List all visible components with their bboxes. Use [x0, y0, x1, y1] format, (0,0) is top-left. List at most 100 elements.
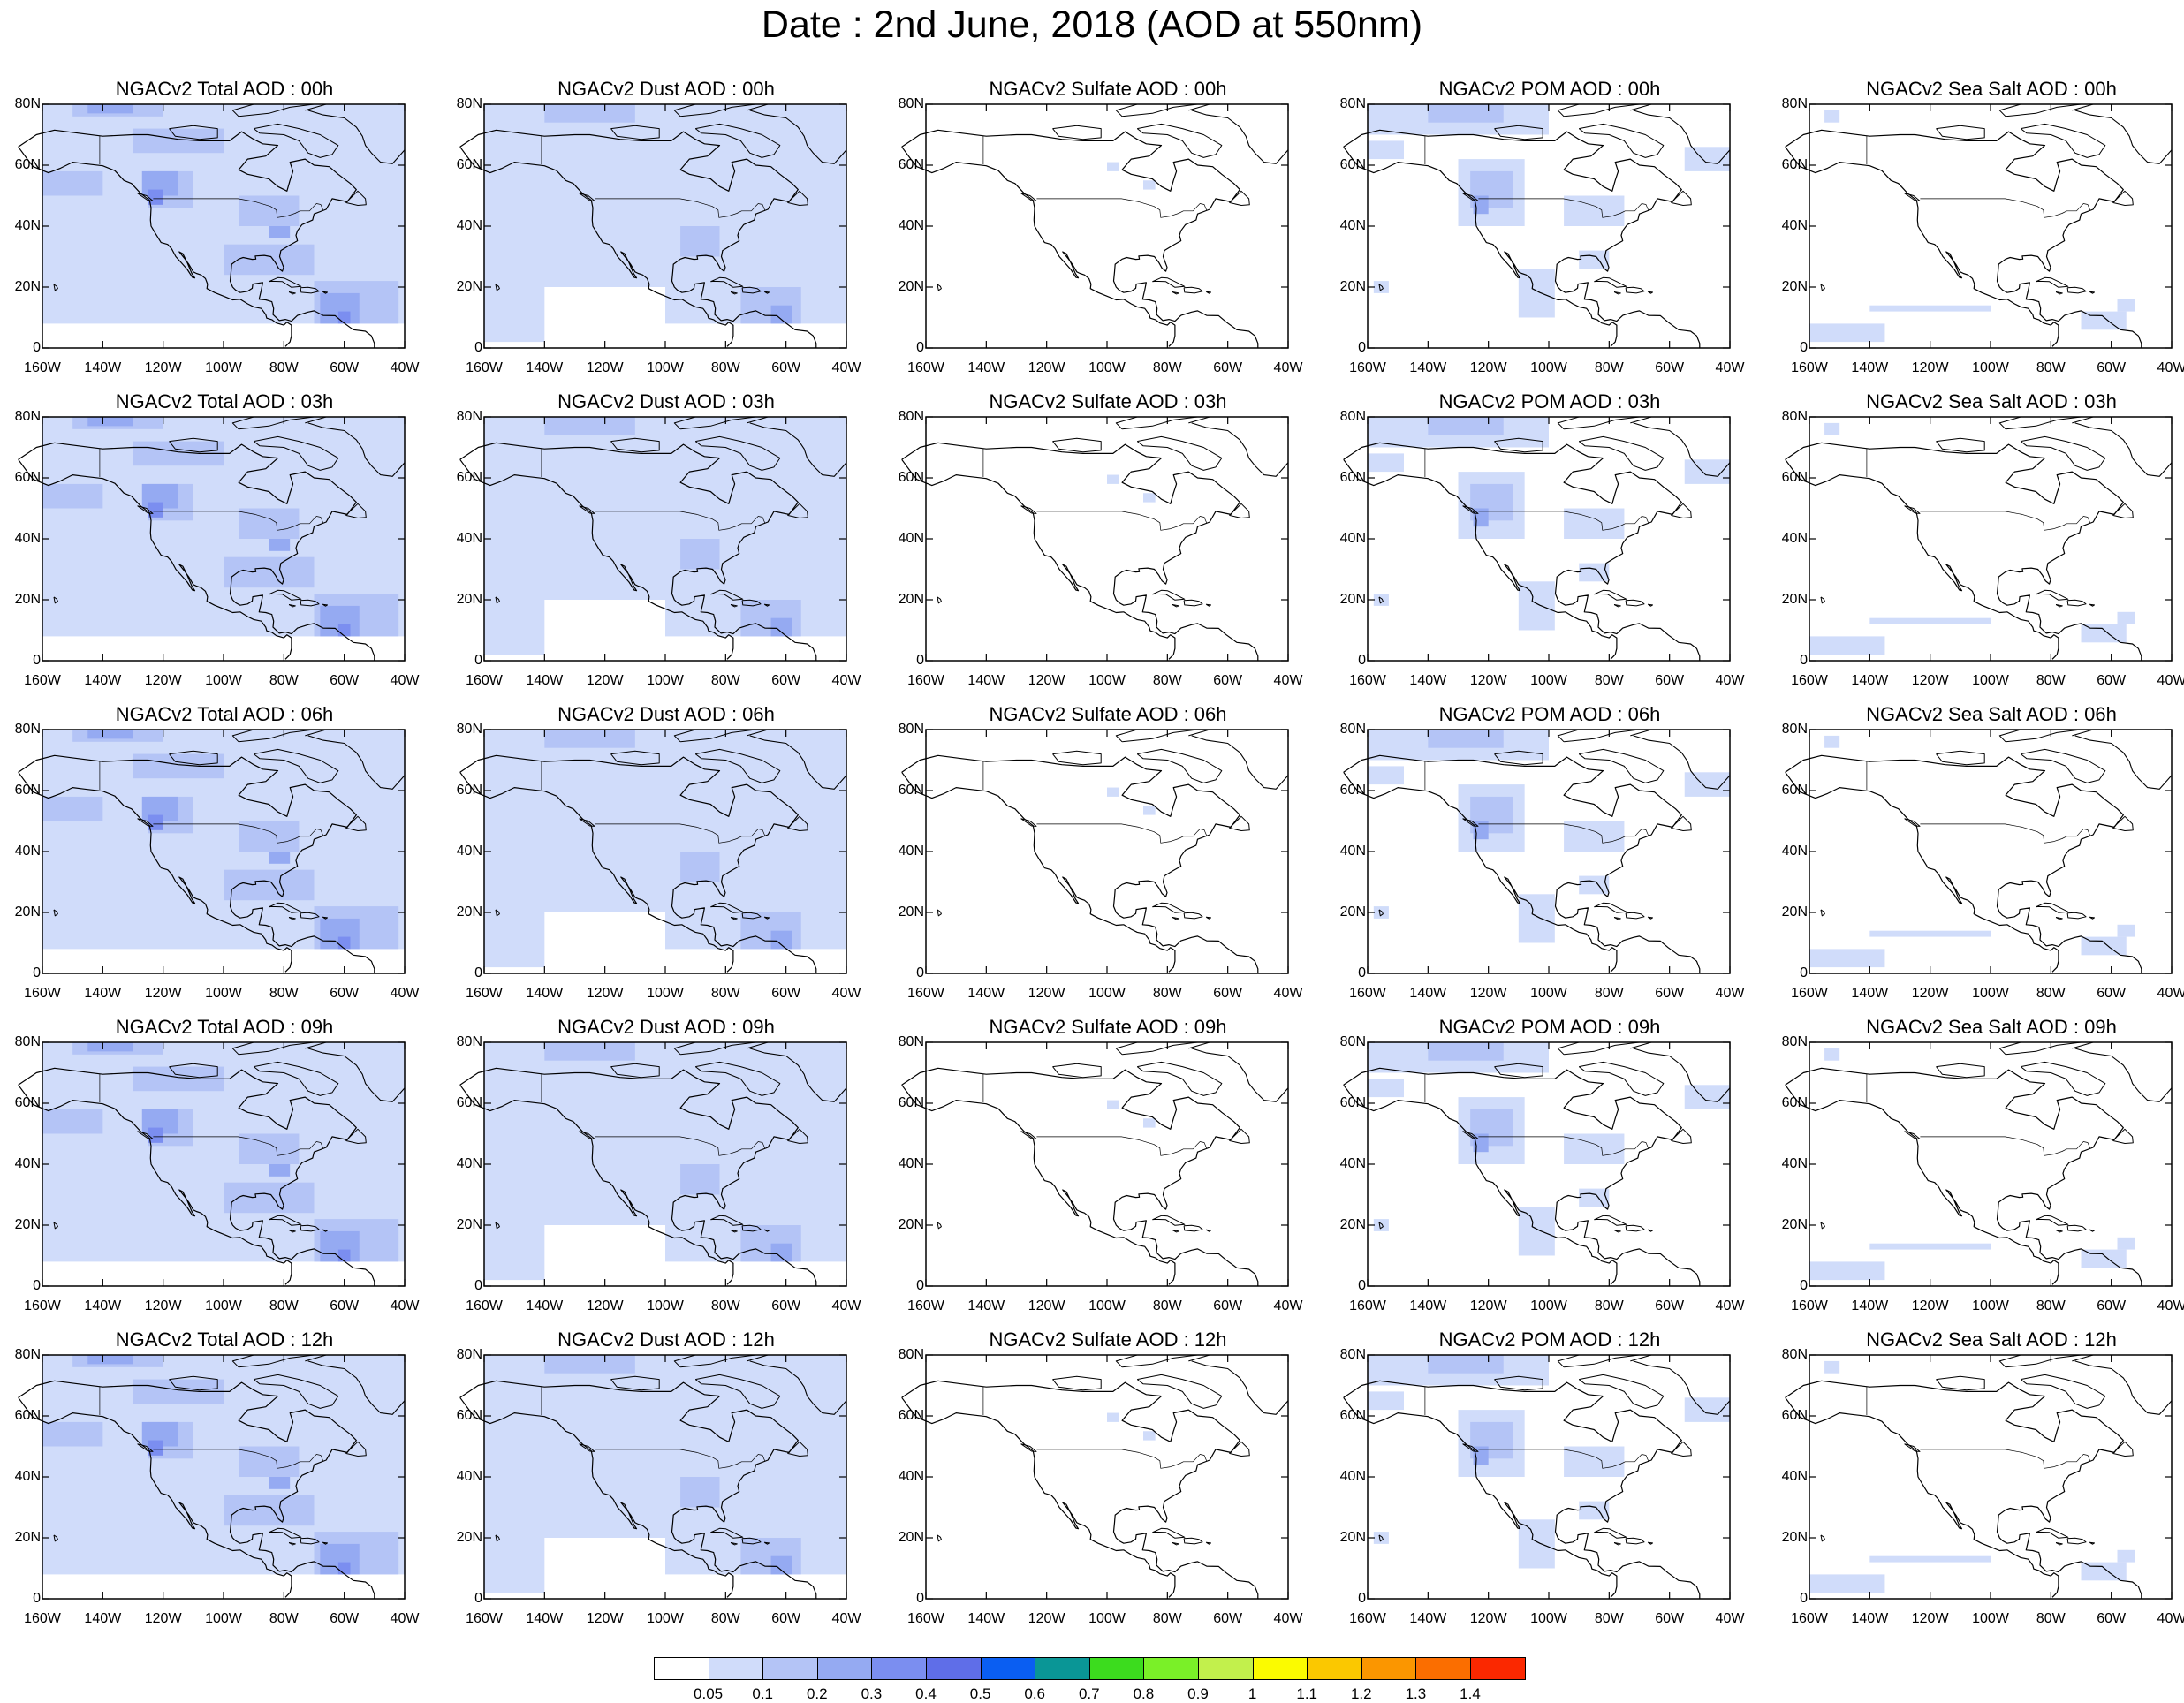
- aod-shading: [1368, 1391, 1404, 1411]
- aod-shading: [770, 1555, 792, 1575]
- panel-title: NGACv2 Total AOD : 06h: [115, 703, 334, 725]
- island-coast: [1578, 1061, 1665, 1096]
- aod-shading: [1579, 563, 1610, 582]
- island-coast: [1613, 1230, 1621, 1233]
- hawaii-coast: [53, 284, 58, 291]
- x-tick-label: 80W: [269, 986, 299, 1001]
- coastline-atlantic: [901, 129, 1259, 348]
- x-tick-label: 80W: [2036, 1611, 2066, 1626]
- aod-shading: [1809, 949, 1885, 968]
- y-tick-label: 20N: [1339, 1217, 1366, 1232]
- y-tick-label: 20N: [456, 279, 482, 294]
- x-tick-label: 140W: [526, 673, 564, 688]
- x-tick-label: 140W: [1409, 673, 1447, 688]
- coastline-pacific: [18, 146, 292, 347]
- island-coast: [1647, 1541, 1653, 1545]
- island-coast: [1671, 815, 1692, 831]
- aod-shading: [2081, 1562, 2127, 1581]
- island-coast: [787, 503, 808, 518]
- greenland-coast-south: [2074, 1048, 2173, 1102]
- x-tick-label: 60W: [2097, 1611, 2127, 1626]
- island-coast: [1152, 902, 1186, 913]
- x-tick-label: 140W: [84, 986, 122, 1001]
- y-tick-label: 60N: [898, 1095, 924, 1110]
- aod-shading: [2081, 311, 2127, 330]
- aod-shading: [2117, 924, 2135, 937]
- y-tick-label: 80N: [1339, 722, 1366, 737]
- x-tick-label: 60W: [1655, 1611, 1685, 1626]
- x-tick-label: 160W: [1349, 1611, 1386, 1626]
- island-coast: [2055, 1542, 2063, 1546]
- island-coast: [1625, 286, 1645, 294]
- island-coast: [2089, 291, 2095, 294]
- x-tick-label: 40W: [2157, 986, 2184, 1001]
- y-tick-label: 0: [1358, 653, 1366, 668]
- x-tick-label: 40W: [1273, 1611, 1303, 1626]
- island-coast: [1172, 1230, 1179, 1233]
- x-tick-label: 60W: [1655, 673, 1685, 688]
- island-coast: [1625, 1224, 1645, 1232]
- island-coast: [2112, 1128, 2134, 1144]
- y-tick-label: 20N: [898, 904, 924, 920]
- y-tick-label: 40N: [1339, 218, 1366, 233]
- x-tick-label: 140W: [84, 673, 122, 688]
- island-coast: [1647, 916, 1653, 920]
- y-tick-label: 20N: [1781, 1217, 1808, 1232]
- y-tick-label: 60N: [1339, 783, 1366, 798]
- island-coast: [300, 1537, 320, 1545]
- x-tick-label: 40W: [390, 673, 420, 688]
- y-tick-label: 20N: [1339, 592, 1366, 607]
- x-tick-label: 120W: [1028, 673, 1065, 688]
- x-tick-label: 140W: [1409, 360, 1447, 375]
- island-coast: [710, 589, 744, 601]
- island-coast: [1152, 276, 1186, 288]
- x-tick-label: 100W: [1530, 1611, 1567, 1626]
- aod-shading: [1107, 162, 1119, 171]
- colorbar-label: 0.1: [752, 1685, 773, 1702]
- island-coast: [2055, 604, 2063, 608]
- y-tick-label: 80N: [1339, 409, 1366, 424]
- island-coast: [1494, 125, 1543, 140]
- y-tick-label: 80N: [14, 409, 41, 424]
- island-coast: [1229, 503, 1250, 518]
- y-tick-label: 80N: [14, 722, 41, 737]
- island-coast: [730, 1542, 738, 1546]
- y-tick-label: 40N: [14, 1156, 41, 1171]
- x-tick-label: 120W: [1028, 1611, 1065, 1626]
- panel-title: NGACv2 Sea Salt AOD : 03h: [1866, 390, 2117, 413]
- island-coast: [322, 603, 328, 607]
- coastline-pacific: [459, 1396, 734, 1598]
- aod-shading: [1809, 1574, 1885, 1593]
- map-panel-dust-3: NGACv2 Dust AOD : 09h 80N 60N 40N 20N 0 160W 14…: [442, 1016, 866, 1316]
- island-coast: [269, 902, 302, 913]
- island-coast: [1462, 193, 1479, 201]
- x-tick-label: 40W: [1715, 1298, 1745, 1313]
- island-coast: [579, 1443, 595, 1452]
- greenland-coast-south: [1191, 110, 1289, 164]
- aod-shading: [1373, 1532, 1389, 1544]
- x-tick-label: 120W: [1469, 673, 1507, 688]
- us-canada-border: [1478, 823, 1649, 844]
- island-coast: [710, 276, 744, 288]
- us-canada-border: [153, 198, 324, 218]
- aod-shading: [42, 170, 103, 196]
- island-coast: [1904, 505, 1921, 514]
- island-coast: [1229, 815, 1250, 831]
- island-coast: [253, 435, 339, 471]
- aod-shading: [680, 1164, 720, 1195]
- aod-shading: [1428, 730, 1504, 748]
- coastline-atlantic: [1343, 129, 1701, 348]
- greenland-coast-south: [749, 422, 847, 477]
- panel-title: NGACv2 POM AOD : 03h: [1438, 390, 1661, 413]
- aod-shading: [1824, 1048, 1840, 1061]
- island-coast: [288, 917, 296, 920]
- coastline-pacific: [901, 1396, 1176, 1598]
- x-tick-label: 60W: [330, 986, 360, 1001]
- island-coast: [2055, 917, 2063, 920]
- y-tick-label: 40N: [898, 844, 924, 859]
- island-coast: [579, 193, 595, 201]
- x-tick-label: 160W: [466, 360, 503, 375]
- island-coast: [787, 815, 808, 831]
- y-tick-label: 20N: [1339, 904, 1366, 920]
- map-canvas: [459, 103, 847, 349]
